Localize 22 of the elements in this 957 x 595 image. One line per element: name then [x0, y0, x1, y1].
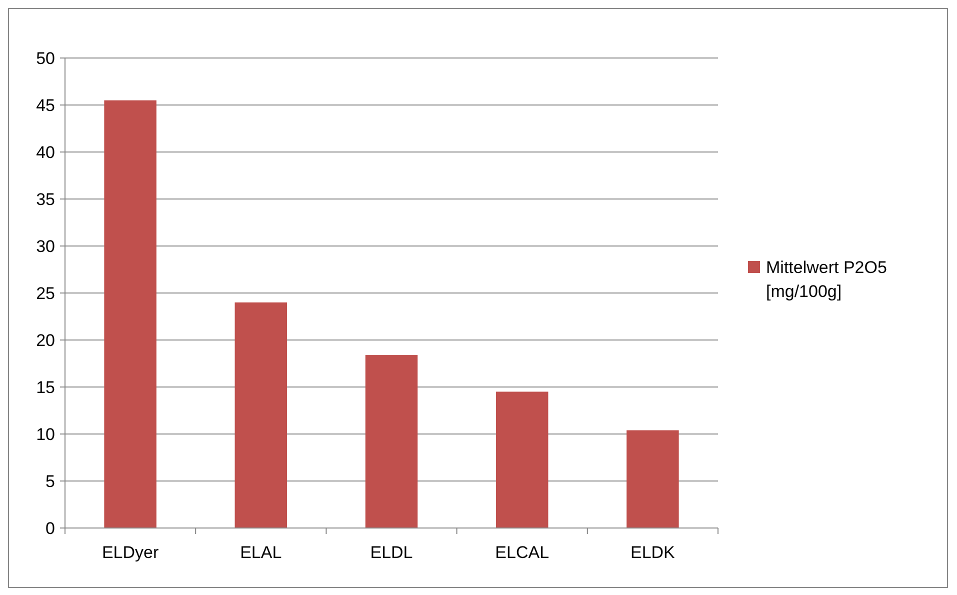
y-tick-label: 25: [36, 284, 55, 303]
y-tick-label: 20: [36, 330, 55, 350]
bar: [496, 392, 548, 528]
x-tick-label: ELDyer: [102, 543, 159, 562]
y-tick-label: 35: [36, 190, 55, 209]
x-tick-label: ELDL: [370, 543, 413, 562]
bar: [626, 430, 679, 528]
y-tick-label: 50: [36, 48, 55, 68]
bar: [234, 302, 288, 528]
y-tick-label: 40: [36, 142, 55, 162]
y-tick-label: 10: [36, 424, 55, 444]
y-tick-label: 30: [36, 236, 55, 256]
y-tick-label: 0: [46, 518, 55, 538]
bar: [104, 100, 156, 528]
x-tick-label: ELDK: [630, 543, 676, 562]
legend-label: Mittelwert P2O5 [mg/100g]: [766, 258, 887, 301]
y-tick-label: 15: [36, 378, 55, 397]
y-tick-label: 45: [36, 96, 55, 115]
x-tick-label: ELAL: [240, 543, 282, 562]
y-tick-label: 5: [46, 472, 55, 491]
x-tick-label: ELCAL: [495, 543, 550, 562]
bar: [365, 355, 418, 528]
